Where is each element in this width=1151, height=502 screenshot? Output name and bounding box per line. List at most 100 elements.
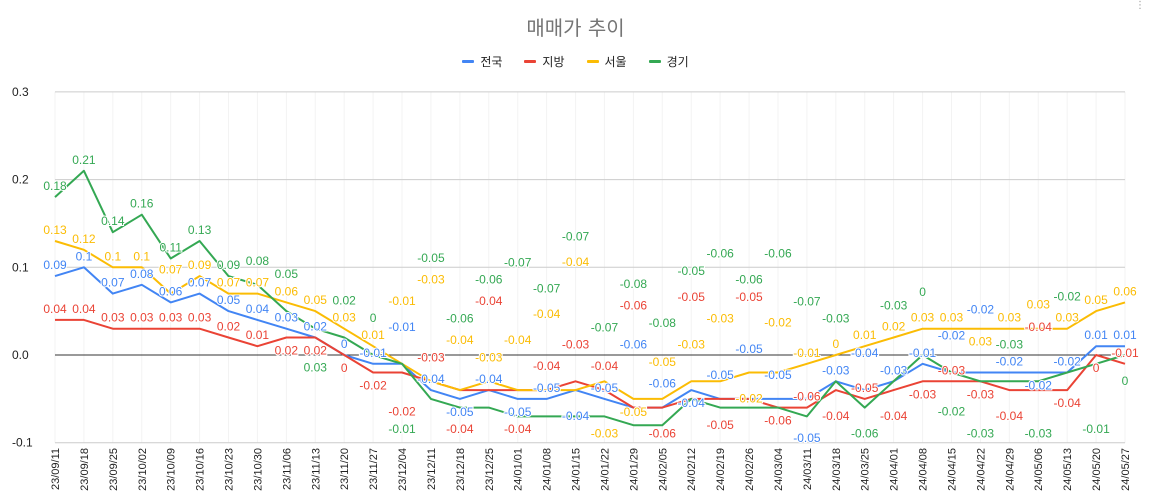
data-label: -0.02 <box>388 405 416 419</box>
data-label: 0.05 <box>304 293 328 307</box>
data-label: 0.05 <box>1084 293 1108 307</box>
x-tick-label: 23/12/04 <box>397 448 409 491</box>
data-label: 0.03 <box>275 311 299 325</box>
data-label: -0.03 <box>591 426 619 440</box>
legend-item[interactable]: 지방 <box>524 53 565 70</box>
data-label: -0.04 <box>446 422 474 436</box>
x-tick-label: 23/10/16 <box>195 448 207 491</box>
data-label: -0.06 <box>620 338 648 352</box>
data-label: -0.01 <box>388 320 416 334</box>
x-tick-label: 23/11/20 <box>339 448 351 490</box>
x-tick-label: 24/02/12 <box>686 448 698 491</box>
x-tick-label: 24/01/08 <box>542 448 554 491</box>
data-label: 0.09 <box>43 258 67 272</box>
data-label: -0.05 <box>706 368 734 382</box>
data-label: -0.04 <box>533 359 561 373</box>
x-tick-label: 24/03/25 <box>860 448 872 491</box>
data-label: -0.03 <box>417 350 445 364</box>
data-label: 0.03 <box>1055 311 1079 325</box>
series-line-서울 <box>54 240 1126 400</box>
legend-item[interactable]: 서울 <box>586 53 627 70</box>
data-label: 0.03 <box>940 311 964 325</box>
data-label: 0.03 <box>130 311 154 325</box>
data-label: 0.02 <box>333 293 357 307</box>
data-label: 0.18 <box>43 179 67 193</box>
data-label: -0.07 <box>562 229 590 243</box>
data-label: -0.02 <box>938 405 966 419</box>
data-label: 0.06 <box>275 284 299 298</box>
data-label: -0.05 <box>446 405 474 419</box>
data-label: -0.02 <box>1025 379 1053 393</box>
data-label: 0.03 <box>333 311 357 325</box>
x-tick-label: 24/01/15 <box>571 448 583 491</box>
x-tick-label: 24/05/20 <box>1091 448 1103 491</box>
data-label: -0.04 <box>1025 320 1053 334</box>
data-label: 0.1 <box>76 249 93 263</box>
data-label: -0.04 <box>1053 396 1081 410</box>
data-label: -0.03 <box>706 311 734 325</box>
data-label: -0.04 <box>562 409 590 423</box>
data-label: 0 <box>370 311 377 325</box>
data-label: -0.02 <box>359 379 387 393</box>
x-tick-label: 24/02/05 <box>657 448 669 491</box>
y-tick-label: 0.3 <box>12 85 29 99</box>
legend-item[interactable]: 전국 <box>462 53 502 70</box>
data-label: -0.03 <box>996 337 1024 351</box>
data-label: 0.04 <box>72 302 96 316</box>
data-label: -0.07 <box>533 281 561 295</box>
data-label: -0.06 <box>649 427 677 441</box>
data-label: -0.03 <box>417 272 445 286</box>
data-label: -0.05 <box>851 381 879 395</box>
legend-item[interactable]: 경기 <box>648 53 689 70</box>
x-tick-label: 23/11/06 <box>281 448 293 490</box>
x-tick-label: 23/10/09 <box>166 448 178 491</box>
data-label: 0.01 <box>246 328 270 342</box>
data-label: -0.02 <box>764 316 792 330</box>
data-label: 0 <box>341 361 348 375</box>
data-label: -0.04 <box>591 359 619 373</box>
data-label: -0.05 <box>764 368 792 382</box>
x-tick-label: 23/10/23 <box>224 448 236 491</box>
data-label: 0 <box>1093 361 1100 375</box>
x-tick-label: 24/05/27 <box>1120 448 1132 491</box>
data-label: -0.02 <box>938 329 966 343</box>
data-label: 0.03 <box>969 335 993 349</box>
legend-label: 지방 <box>542 55 565 69</box>
data-label: -0.04 <box>504 422 532 436</box>
data-label: 0 <box>832 337 839 351</box>
data-label: -0.03 <box>967 387 995 401</box>
data-label: -0.06 <box>649 377 677 391</box>
data-label: 0.14 <box>101 214 125 228</box>
data-label: 0.03 <box>188 311 212 325</box>
data-label: -0.05 <box>417 251 445 265</box>
x-tick-label: 24/02/26 <box>744 448 756 491</box>
data-label: -0.06 <box>764 414 792 428</box>
data-label: 0.05 <box>275 267 299 281</box>
data-label: -0.07 <box>504 255 532 269</box>
data-label: 0.07 <box>159 263 183 277</box>
data-label: -0.04 <box>996 409 1024 423</box>
data-label: -0.01 <box>909 346 937 360</box>
x-tick-label: 24/04/01 <box>889 448 901 491</box>
data-label: 0.1 <box>104 249 121 263</box>
data-label: -0.03 <box>967 426 995 440</box>
data-label: -0.03 <box>475 350 503 364</box>
x-tick-label: 23/12/18 <box>455 448 467 491</box>
x-tick-label: 24/05/13 <box>1062 448 1074 491</box>
data-label: 0.11 <box>159 241 182 255</box>
x-tick-label: 24/03/18 <box>831 448 843 491</box>
data-label: 0.12 <box>72 232 96 246</box>
data-label: 0.08 <box>130 267 154 281</box>
data-label: -0.02 <box>967 303 995 317</box>
data-label: 0 <box>341 337 348 351</box>
more-options-icon[interactable]: ⋮ <box>1135 0 1145 11</box>
x-tick-label: 24/04/29 <box>1004 448 1016 491</box>
data-label: -0.05 <box>678 264 706 278</box>
data-label: -0.04 <box>446 333 474 347</box>
data-label: 0.06 <box>1113 284 1137 298</box>
legend-swatch <box>524 60 537 63</box>
data-label: -0.03 <box>822 363 850 377</box>
data-label: -0.02 <box>1053 290 1081 304</box>
data-label: -0.06 <box>735 273 763 287</box>
x-tick-label: 23/10/02 <box>137 448 149 491</box>
